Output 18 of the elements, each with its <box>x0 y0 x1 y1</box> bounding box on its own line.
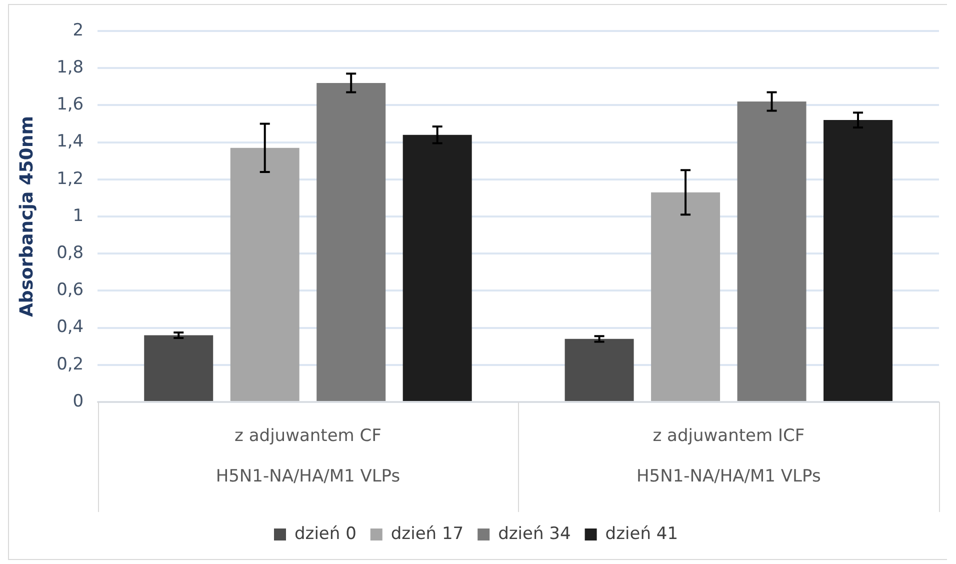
legend-label: dzień 34 <box>498 524 571 544</box>
y-tick-label: 1,6 <box>56 94 84 115</box>
category-label: z adjuwantem CF H5N1-NA/HA/M1 VLPs <box>216 426 400 487</box>
y-tick-label: 0,2 <box>56 354 84 374</box>
y-axis-title: Absorbancja 450nm <box>16 116 38 318</box>
y-tick-label: 1,2 <box>56 168 84 189</box>
y-tick-label: 0,4 <box>56 317 84 338</box>
y-tick-label: 1 <box>72 206 84 226</box>
y-tick-label: 0,6 <box>56 280 84 300</box>
legend-label: dzień 17 <box>390 524 464 544</box>
y-tick-label: 1,8 <box>56 58 84 78</box>
y-tick-label: 2 <box>72 20 84 40</box>
y-tick-label: 0,8 <box>56 243 84 264</box>
y-tick-label: 1,4 <box>56 132 84 152</box>
y-tick-label: 0 <box>72 391 84 412</box>
legend-label: dzień 41 <box>605 524 678 544</box>
legend-label: dzień 0 <box>294 524 356 544</box>
category-label: z adjuwantem ICF H5N1-NA/HA/M1 VLPs <box>636 426 821 487</box>
